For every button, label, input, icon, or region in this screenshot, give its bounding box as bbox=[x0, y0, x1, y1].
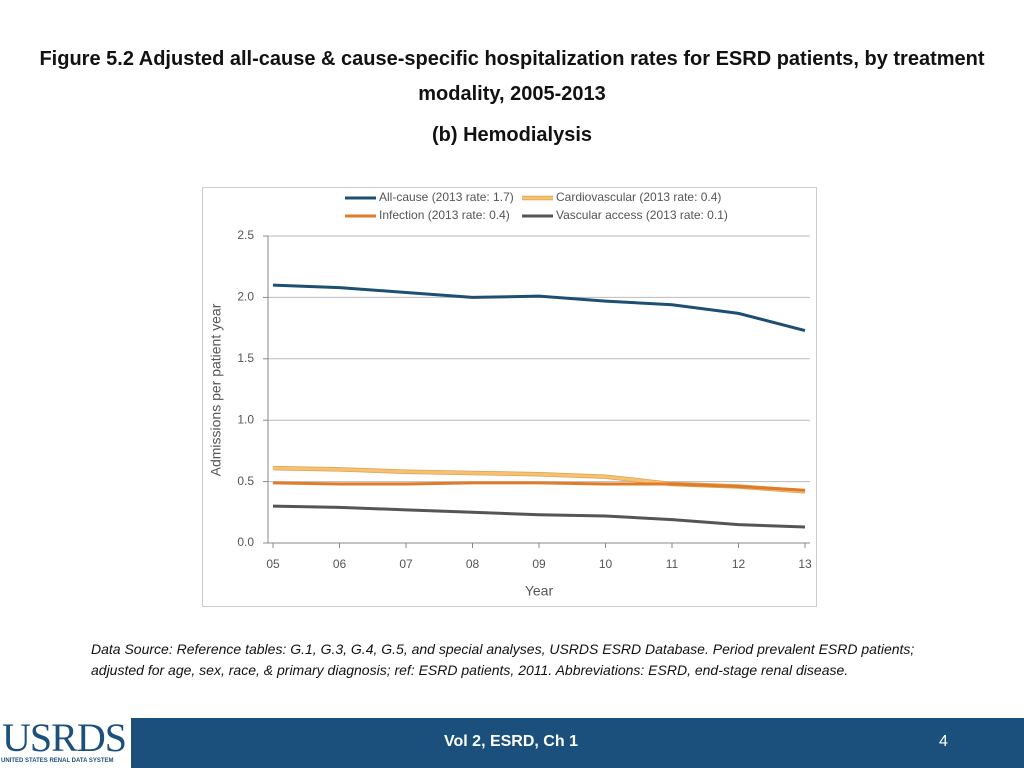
legend-label: Infection (2013 rate: 0.4) bbox=[379, 208, 510, 222]
data-source-note: Data Source: Reference tables: G.1, G.3,… bbox=[91, 641, 915, 678]
series-line bbox=[272, 504, 806, 529]
chart-subtitle: (b) Hemodialysis bbox=[431, 124, 593, 146]
y-tick-label: 0.5 bbox=[237, 474, 254, 488]
series-line bbox=[272, 283, 806, 333]
x-tick-label: 09 bbox=[532, 557, 546, 571]
logo-subtext: UNITED STATES RENAL DATA SYSTEM bbox=[1, 758, 114, 764]
legend-label: All-cause (2013 rate: 1.7) bbox=[379, 190, 514, 204]
logo-text: USRDS bbox=[2, 715, 127, 760]
footer-bar: Vol 2, ESRD, Ch 1 4 bbox=[131, 718, 1024, 768]
y-axis-label: Admissions per patient year bbox=[208, 303, 224, 476]
legend-label: Cardiovascular (2013 rate: 0.4) bbox=[556, 190, 721, 204]
x-tick-label: 13 bbox=[798, 557, 812, 571]
x-tick-label: 08 bbox=[466, 557, 480, 571]
y-tick-label: 1.5 bbox=[237, 351, 254, 365]
y-tick-label: 0.0 bbox=[237, 535, 254, 549]
y-tick-label: 1.0 bbox=[237, 412, 254, 426]
chart-frame bbox=[202, 187, 817, 607]
logo: USRDS UNITED STATES RENAL DATA SYSTEM bbox=[0, 712, 131, 768]
x-tick-label: 11 bbox=[666, 557, 679, 571]
x-tick-label: 06 bbox=[333, 557, 347, 571]
y-tick-label: 2.5 bbox=[237, 228, 254, 242]
series-line bbox=[272, 481, 806, 492]
x-tick-label: 10 bbox=[599, 557, 613, 571]
x-tick-label: 12 bbox=[732, 557, 746, 571]
x-tick-label: 07 bbox=[399, 557, 413, 571]
x-tick-label: 05 bbox=[266, 557, 280, 571]
y-tick-label: 2.0 bbox=[237, 290, 254, 304]
figure-title: Figure 5.2 Adjusted all-cause & cause-sp… bbox=[39, 48, 985, 105]
footer-text: Vol 2, ESRD, Ch 1 bbox=[444, 733, 578, 750]
legend-label: Vascular access (2013 rate: 0.1) bbox=[556, 208, 728, 222]
x-axis-label: Year bbox=[525, 583, 554, 599]
page-number: 4 bbox=[939, 733, 948, 750]
